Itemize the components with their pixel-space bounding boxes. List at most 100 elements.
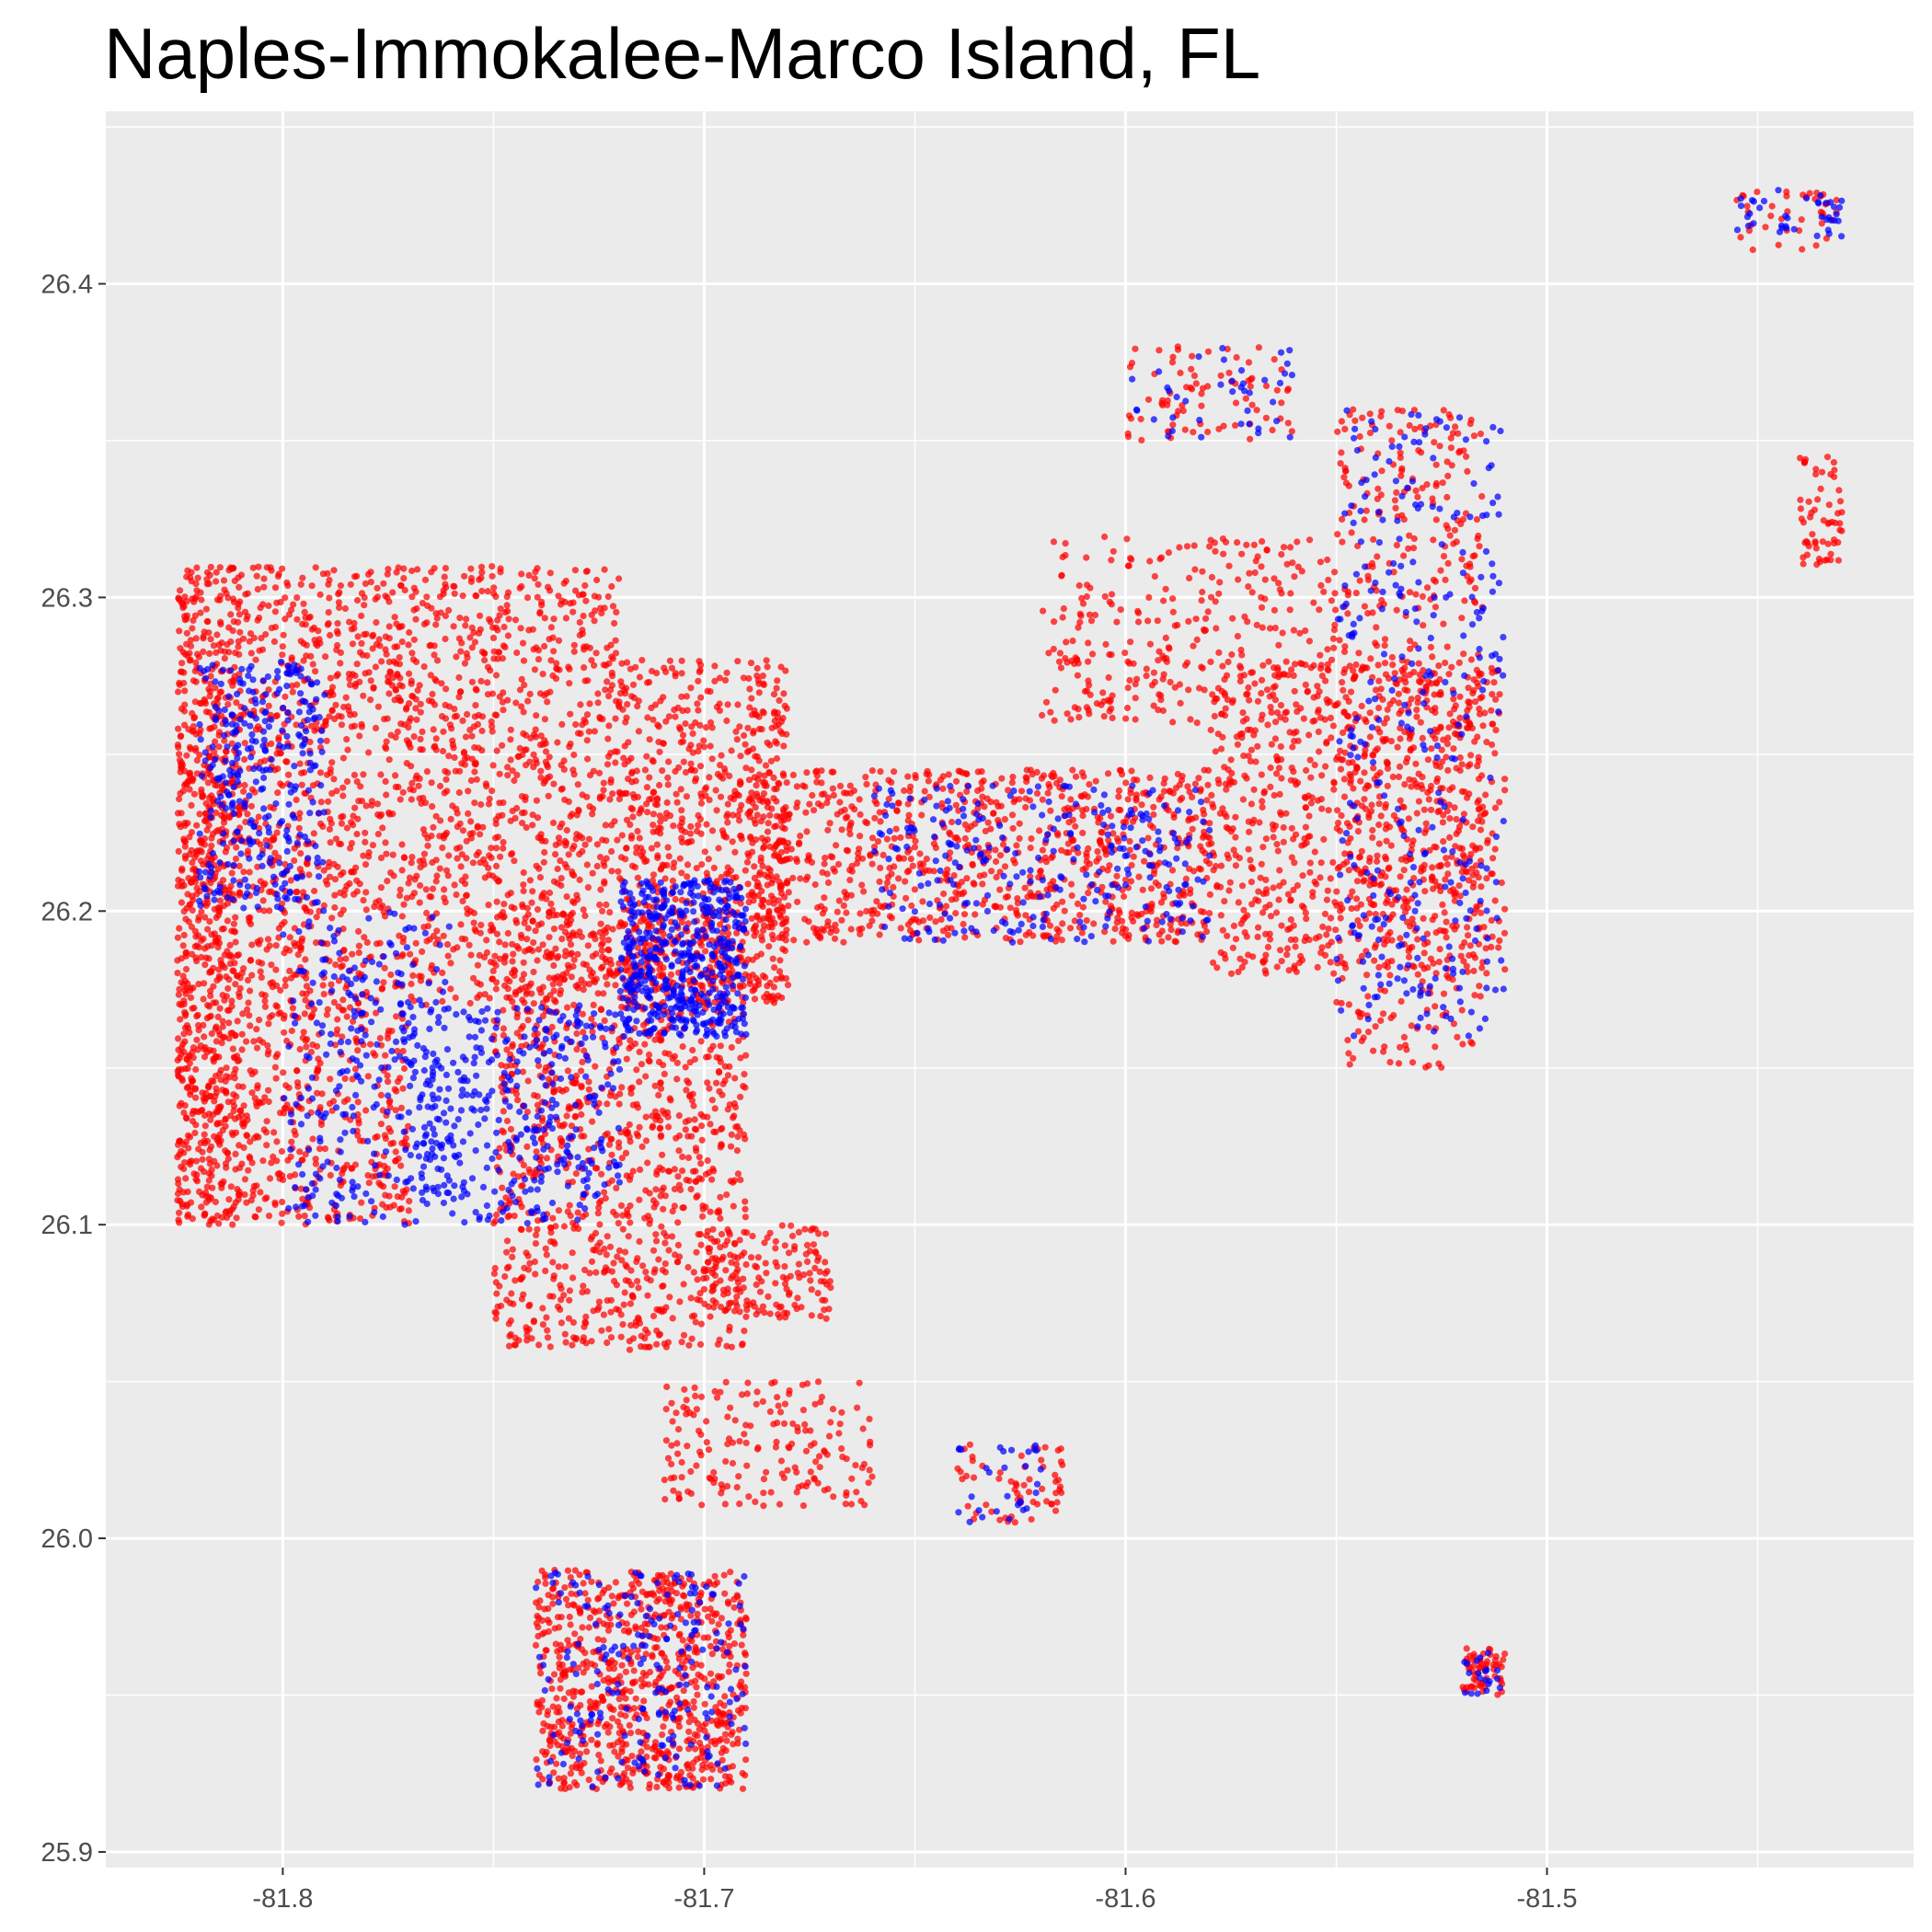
data-point xyxy=(661,1260,669,1268)
data-point xyxy=(295,1213,303,1220)
data-point xyxy=(406,718,413,725)
data-point xyxy=(550,1272,558,1280)
data-point xyxy=(530,968,537,976)
data-point xyxy=(257,1189,264,1196)
data-point xyxy=(578,1110,585,1119)
data-point xyxy=(660,1062,667,1069)
data-point xyxy=(566,743,573,751)
data-point xyxy=(492,862,500,870)
data-point xyxy=(260,575,268,582)
data-point xyxy=(603,959,610,966)
data-point xyxy=(310,830,317,837)
data-point xyxy=(536,742,545,749)
data-point xyxy=(757,818,765,825)
data-point xyxy=(588,1258,596,1265)
data-point xyxy=(695,677,702,684)
data-point xyxy=(257,968,264,975)
data-point xyxy=(662,1343,671,1351)
data-point xyxy=(423,593,431,601)
data-point xyxy=(247,987,254,995)
data-point xyxy=(417,735,424,743)
data-point xyxy=(568,949,576,957)
data-point xyxy=(717,1277,724,1284)
data-point xyxy=(410,636,418,643)
data-point xyxy=(623,1210,631,1217)
data-point xyxy=(204,1002,212,1009)
data-point xyxy=(549,1259,557,1266)
data-point xyxy=(354,1098,362,1106)
data-point xyxy=(362,829,369,836)
data-point xyxy=(417,746,424,753)
data-point xyxy=(541,692,548,699)
data-point xyxy=(860,888,868,895)
data-point xyxy=(585,835,593,843)
data-point xyxy=(445,703,454,710)
data-point xyxy=(605,947,613,954)
data-point xyxy=(506,978,513,985)
data-point xyxy=(181,701,189,708)
data-point xyxy=(257,604,264,612)
data-point xyxy=(509,850,516,857)
data-point xyxy=(207,992,214,1000)
data-point xyxy=(679,731,687,739)
data-point xyxy=(464,910,471,917)
data-point xyxy=(526,946,534,953)
data-point xyxy=(573,1046,581,1053)
data-point xyxy=(278,1219,285,1226)
data-point xyxy=(687,822,695,831)
data-point xyxy=(330,860,338,868)
data-point xyxy=(414,686,421,695)
data-point xyxy=(236,583,243,591)
data-point xyxy=(413,716,420,723)
data-point xyxy=(555,953,562,960)
data-point xyxy=(362,580,369,588)
data-point xyxy=(420,663,428,671)
data-point xyxy=(311,887,318,895)
data-point xyxy=(646,736,653,743)
data-point xyxy=(641,766,650,774)
data-point xyxy=(517,625,524,632)
data-point xyxy=(755,725,764,733)
data-point xyxy=(650,1247,658,1254)
data-point xyxy=(604,1100,611,1108)
data-point xyxy=(573,811,581,819)
data-point xyxy=(367,677,374,684)
data-point xyxy=(190,790,198,798)
data-point xyxy=(605,1326,613,1333)
data-point xyxy=(184,567,191,574)
data-point xyxy=(897,925,904,932)
data-point xyxy=(462,733,469,741)
data-point xyxy=(627,1219,634,1226)
data-point xyxy=(217,647,224,654)
data-point xyxy=(512,616,520,624)
data-point xyxy=(609,655,616,662)
data-point xyxy=(725,870,732,878)
data-point xyxy=(392,1107,399,1114)
data-point xyxy=(236,993,243,1000)
data-point xyxy=(728,747,735,754)
data-point xyxy=(606,909,614,916)
data-point xyxy=(198,1203,205,1211)
data-point xyxy=(189,709,196,718)
data-point xyxy=(305,871,313,879)
data-point xyxy=(293,796,300,804)
data-point xyxy=(754,676,762,684)
data-point xyxy=(499,1184,506,1191)
data-point xyxy=(570,899,578,906)
data-point xyxy=(405,670,413,677)
data-point xyxy=(625,757,632,765)
data-point xyxy=(523,1143,531,1150)
data-point xyxy=(431,675,439,683)
data-point xyxy=(286,934,293,941)
data-point xyxy=(189,892,196,900)
data-point xyxy=(626,1044,633,1052)
data-point xyxy=(229,595,237,603)
data-point xyxy=(507,726,514,733)
data-point xyxy=(217,592,224,600)
data-point xyxy=(573,891,581,899)
data-point xyxy=(646,774,653,781)
data-point xyxy=(385,1030,392,1038)
data-point xyxy=(1121,892,1128,901)
data-point xyxy=(753,953,761,960)
data-point xyxy=(341,1075,349,1082)
